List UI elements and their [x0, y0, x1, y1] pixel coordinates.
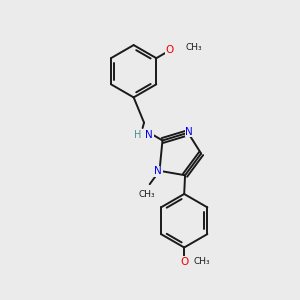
- Text: N: N: [154, 167, 162, 176]
- Text: N: N: [185, 127, 193, 136]
- Text: O: O: [180, 257, 188, 267]
- Text: CH₃: CH₃: [193, 257, 210, 266]
- Text: O: O: [166, 45, 174, 56]
- Text: H: H: [134, 130, 141, 140]
- Text: CH₃: CH₃: [185, 43, 202, 52]
- Text: N: N: [145, 130, 153, 140]
- Text: CH₃: CH₃: [138, 190, 155, 199]
